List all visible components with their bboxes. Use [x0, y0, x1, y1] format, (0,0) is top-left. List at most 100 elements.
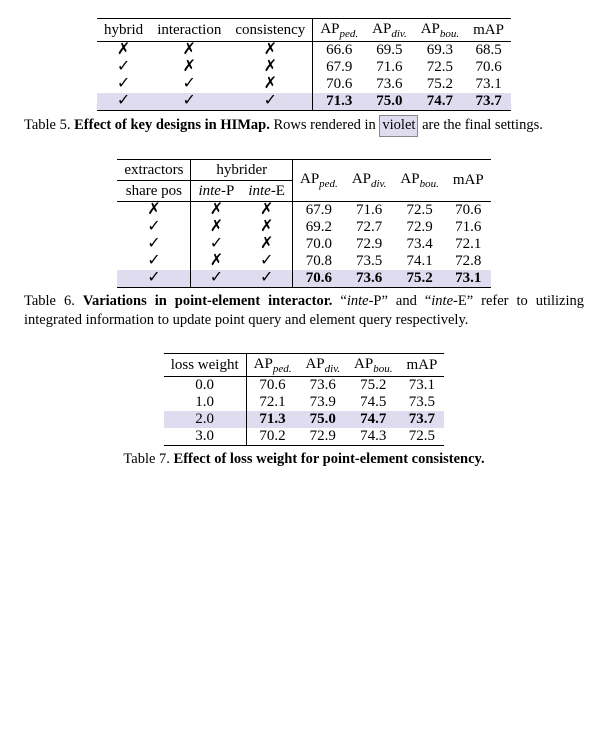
- t5-col-interaction: interaction: [150, 19, 228, 42]
- table-cell: 67.9: [292, 201, 344, 219]
- table-cell: 73.6: [298, 376, 347, 394]
- table-cell: 68.5: [466, 42, 511, 60]
- table-cell: ✗: [228, 59, 312, 76]
- table-cell: ✗: [241, 201, 292, 219]
- table-6-caption: Table 6. Variations in point-element int…: [24, 292, 584, 331]
- table-cell: 74.3: [347, 428, 399, 446]
- table-cell: ✗: [117, 201, 191, 219]
- table-row: ✗✗✗67.971.672.570.6: [117, 201, 490, 219]
- table-cell: 70.6: [446, 201, 491, 219]
- table-cell: 73.6: [345, 270, 394, 288]
- table-6: extractors hybrider APped. APdiv. APbou.…: [117, 159, 490, 288]
- table-cell: 67.9: [313, 59, 365, 76]
- table-cell: 72.9: [345, 236, 394, 253]
- table-cell: 70.6: [246, 376, 298, 394]
- table-cell: 3.0: [164, 428, 246, 446]
- table-cell: ✓: [241, 270, 292, 288]
- table-cell: 75.2: [347, 376, 399, 394]
- t5-cap-label: Table 5.: [24, 117, 71, 133]
- t6-col-hybrider: hybrider: [191, 159, 293, 180]
- table-cell: ✓: [97, 76, 150, 93]
- t6-col-extractors: extractors: [117, 159, 191, 180]
- table-cell: ✗: [241, 236, 292, 253]
- t6-cap-label: Table 6.: [24, 293, 75, 309]
- table-cell: 72.7: [345, 219, 394, 236]
- t5-col-ap-div: APdiv.: [365, 19, 414, 42]
- t5-col-consistency: consistency: [228, 19, 312, 42]
- table-7: loss weight APped. APdiv. APbou. mAP 0.0…: [164, 353, 445, 446]
- table-cell: 73.1: [446, 270, 491, 288]
- t5-col-map: mAP: [466, 19, 511, 42]
- table-cell: ✓: [150, 93, 228, 111]
- table-cell: ✓: [117, 270, 191, 288]
- table-cell: ✓: [117, 253, 191, 270]
- table-cell: 71.6: [345, 201, 394, 219]
- table-cell: ✓: [191, 236, 241, 253]
- table-cell: 75.2: [393, 270, 445, 288]
- table-cell: ✓: [117, 236, 191, 253]
- table-5-caption: Table 5. Effect of key designs in HIMap.…: [24, 115, 584, 137]
- t5-cap-bold: Effect of key designs in HIMap.: [74, 117, 270, 133]
- table-cell: 72.5: [393, 201, 445, 219]
- t6-cap-bold: Variations in point-element interactor.: [83, 293, 333, 309]
- table-cell: 72.1: [246, 394, 298, 411]
- table-cell: 73.4: [393, 236, 445, 253]
- t7-col-map: mAP: [399, 353, 444, 376]
- table-cell: ✓: [117, 219, 191, 236]
- t6-col-ap-div: APdiv.: [345, 159, 394, 201]
- table-cell: 69.2: [292, 219, 344, 236]
- t7-col-ap-ped: APped.: [246, 353, 298, 376]
- t5-cap-t1: Rows rendered in: [270, 117, 380, 133]
- table-cell: ✓: [241, 253, 292, 270]
- table-cell: ✗: [150, 59, 228, 76]
- table-row: ✓✓✓71.375.074.773.7: [97, 93, 511, 111]
- table-cell: ✗: [191, 219, 241, 236]
- table-cell: ✗: [241, 219, 292, 236]
- t5-col-hybrid: hybrid: [97, 19, 150, 42]
- table-cell: ✗: [191, 253, 241, 270]
- table-row: ✓✗✗69.272.772.971.6: [117, 219, 490, 236]
- table-5: hybrid interaction consistency APped. AP…: [97, 18, 511, 111]
- table-cell: 2.0: [164, 411, 246, 428]
- table-cell: 73.5: [399, 394, 444, 411]
- table-cell: 71.3: [246, 411, 298, 428]
- table-cell: 74.5: [347, 394, 399, 411]
- t7-cap-bold: Effect of loss weight for point-element …: [174, 451, 485, 467]
- table-cell: 70.0: [292, 236, 344, 253]
- table-cell: 69.3: [414, 42, 466, 60]
- table-row: 1.072.173.974.573.5: [164, 394, 445, 411]
- table-cell: 75.0: [298, 411, 347, 428]
- t5-col-ap-bou: APbou.: [414, 19, 466, 42]
- table-cell: 71.6: [446, 219, 491, 236]
- table-row: ✗✗✗66.669.569.368.5: [97, 42, 511, 60]
- t6-col-ap-ped: APped.: [292, 159, 344, 201]
- t5-cap-violet: violet: [379, 115, 418, 137]
- t7-cap-label: Table 7.: [123, 451, 170, 467]
- table-row: ✓✗✓70.873.574.172.8: [117, 253, 490, 270]
- t6-col-inte-p: inte-P: [191, 180, 241, 201]
- table-cell: 73.6: [365, 76, 414, 93]
- table-cell: 73.1: [466, 76, 511, 93]
- t5-cap-t2: are the final settings.: [418, 117, 542, 133]
- table-cell: ✗: [228, 76, 312, 93]
- table-row: 2.071.375.074.773.7: [164, 411, 445, 428]
- t6-col-share-pos: share pos: [117, 180, 191, 201]
- table-row: ✓✗✗67.971.672.570.6: [97, 59, 511, 76]
- table-cell: 74.7: [347, 411, 399, 428]
- table-cell: ✓: [228, 93, 312, 111]
- table-cell: 74.1: [393, 253, 445, 270]
- t6-col-map: mAP: [446, 159, 491, 201]
- table-cell: 70.6: [313, 76, 365, 93]
- table-cell: 72.8: [446, 253, 491, 270]
- t6-col-ap-bou: APbou.: [393, 159, 445, 201]
- table-cell: 70.6: [466, 59, 511, 76]
- table-cell: ✗: [191, 201, 241, 219]
- table-cell: 71.6: [365, 59, 414, 76]
- table-cell: 73.9: [298, 394, 347, 411]
- table-cell: 73.1: [399, 376, 444, 394]
- table-cell: ✓: [150, 76, 228, 93]
- table-cell: 75.0: [365, 93, 414, 111]
- table-row: ✓✓✗70.673.675.273.1: [97, 76, 511, 93]
- table-cell: ✓: [97, 59, 150, 76]
- t7-col-ap-bou: APbou.: [347, 353, 399, 376]
